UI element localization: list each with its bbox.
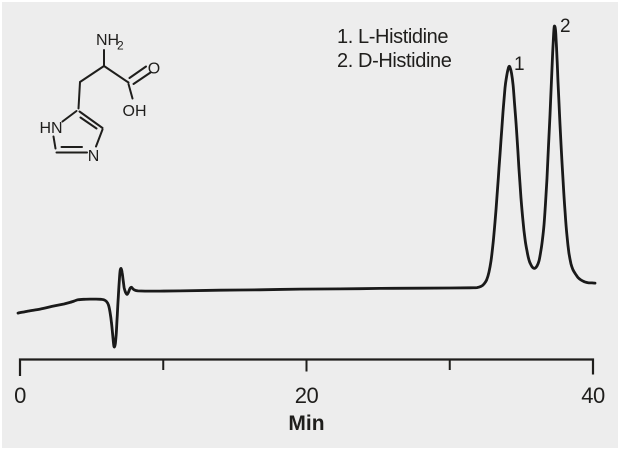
bond-lines bbox=[52, 49, 152, 154]
peak-1-label: 1 bbox=[514, 54, 525, 75]
ring-n-label: N bbox=[88, 148, 100, 165]
x-tick-label-0: 0 bbox=[14, 383, 26, 408]
ring-nh-label: HN bbox=[40, 120, 63, 137]
carbonyl-oxygen-label: O bbox=[148, 61, 160, 78]
histidine-structure: NH 2 O OH HN N bbox=[40, 32, 161, 165]
x-axis: 0 20 40 Min bbox=[14, 358, 605, 435]
peak-2-label: 2 bbox=[560, 16, 571, 37]
legend-item-2: 2. D-Histidine bbox=[337, 50, 452, 72]
legend: 1. L-Histidine 2. D-Histidine bbox=[337, 26, 452, 72]
amine-subscript: 2 bbox=[117, 39, 124, 53]
x-axis-ticks bbox=[162, 359, 451, 372]
x-tick-label-40: 40 bbox=[581, 383, 605, 408]
legend-item-1: 1. L-Histidine bbox=[337, 26, 448, 48]
x-axis-title: Min bbox=[288, 412, 324, 435]
amine-label: NH bbox=[96, 32, 119, 49]
chromatogram: 1 2 bbox=[16, 16, 597, 349]
hydroxyl-label2: OH bbox=[123, 103, 147, 120]
chromatogram-trace bbox=[16, 24, 597, 349]
x-tick-label-20: 20 bbox=[295, 383, 319, 408]
